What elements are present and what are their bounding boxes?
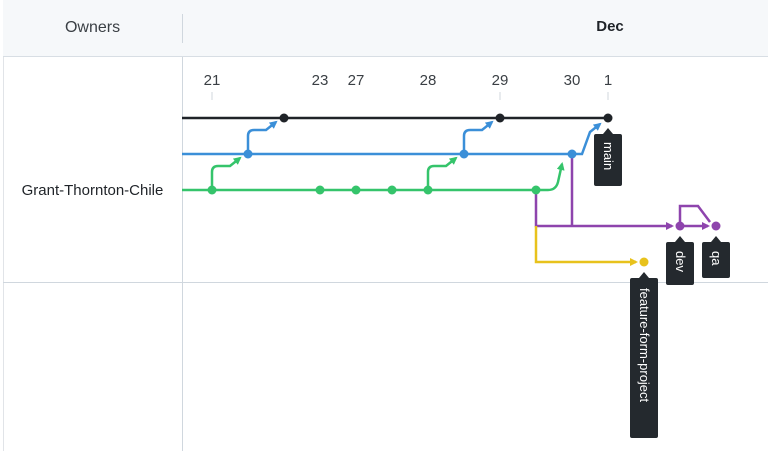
date-tick: 28 (420, 72, 437, 89)
commit-dot[interactable] (387, 185, 397, 195)
branch-tag-dev-text: dev (673, 251, 688, 272)
commit-dot[interactable] (567, 149, 577, 159)
date-tick: 1 (604, 72, 612, 89)
owner-row-divider (3, 282, 768, 283)
commit-dot[interactable] (639, 257, 649, 267)
commit-dot[interactable] (243, 149, 253, 159)
owner-name[interactable]: Grant-Thornton-Chile (21, 182, 164, 199)
branch-tag-main[interactable]: main (594, 128, 622, 186)
branch-tag-feature-text: feature-form-project (637, 288, 652, 403)
merge-arrow (426, 156, 458, 190)
date-tick: 30 (564, 72, 581, 89)
merge-arrow (210, 156, 242, 190)
branch-line-feature (534, 226, 638, 266)
branch-tag-qa-text: qa (709, 251, 724, 266)
date-tick: 21 (204, 72, 221, 89)
commit-dot[interactable] (603, 113, 613, 123)
merge-arrow (572, 122, 602, 156)
commit-dot[interactable] (423, 185, 433, 195)
merge-arrow (536, 162, 565, 192)
branch-line-qa (678, 204, 711, 226)
branch-line-dev (534, 190, 674, 230)
left-border (3, 0, 4, 451)
commit-dot[interactable] (315, 185, 325, 195)
commit-dot[interactable] (675, 221, 685, 231)
commit-dot[interactable] (351, 185, 361, 195)
commit-dot[interactable] (207, 185, 217, 195)
commit-dot[interactable] (495, 113, 505, 123)
branch-tag-dev[interactable]: dev (666, 236, 694, 285)
branch-tag-main-text: main (601, 142, 616, 170)
month-label: Dec (596, 18, 624, 35)
owners-column-header: Owners (64, 19, 121, 36)
merge-arrow (462, 120, 494, 154)
date-tick: 27 (348, 72, 365, 89)
merge-arrow (246, 120, 278, 154)
graph-header (3, 0, 768, 57)
branch-tag-feature[interactable]: feature-form-project (630, 272, 658, 438)
owner-column-divider (182, 57, 183, 451)
commit-dot[interactable] (279, 113, 289, 123)
commit-dot[interactable] (531, 185, 541, 195)
commit-dot[interactable] (459, 149, 469, 159)
commit-dot[interactable] (711, 221, 721, 231)
date-tick: 29 (492, 72, 509, 89)
date-tick: 23 (312, 72, 329, 89)
branch-tag-qa[interactable]: qa (702, 236, 730, 278)
header-separator (182, 14, 183, 43)
